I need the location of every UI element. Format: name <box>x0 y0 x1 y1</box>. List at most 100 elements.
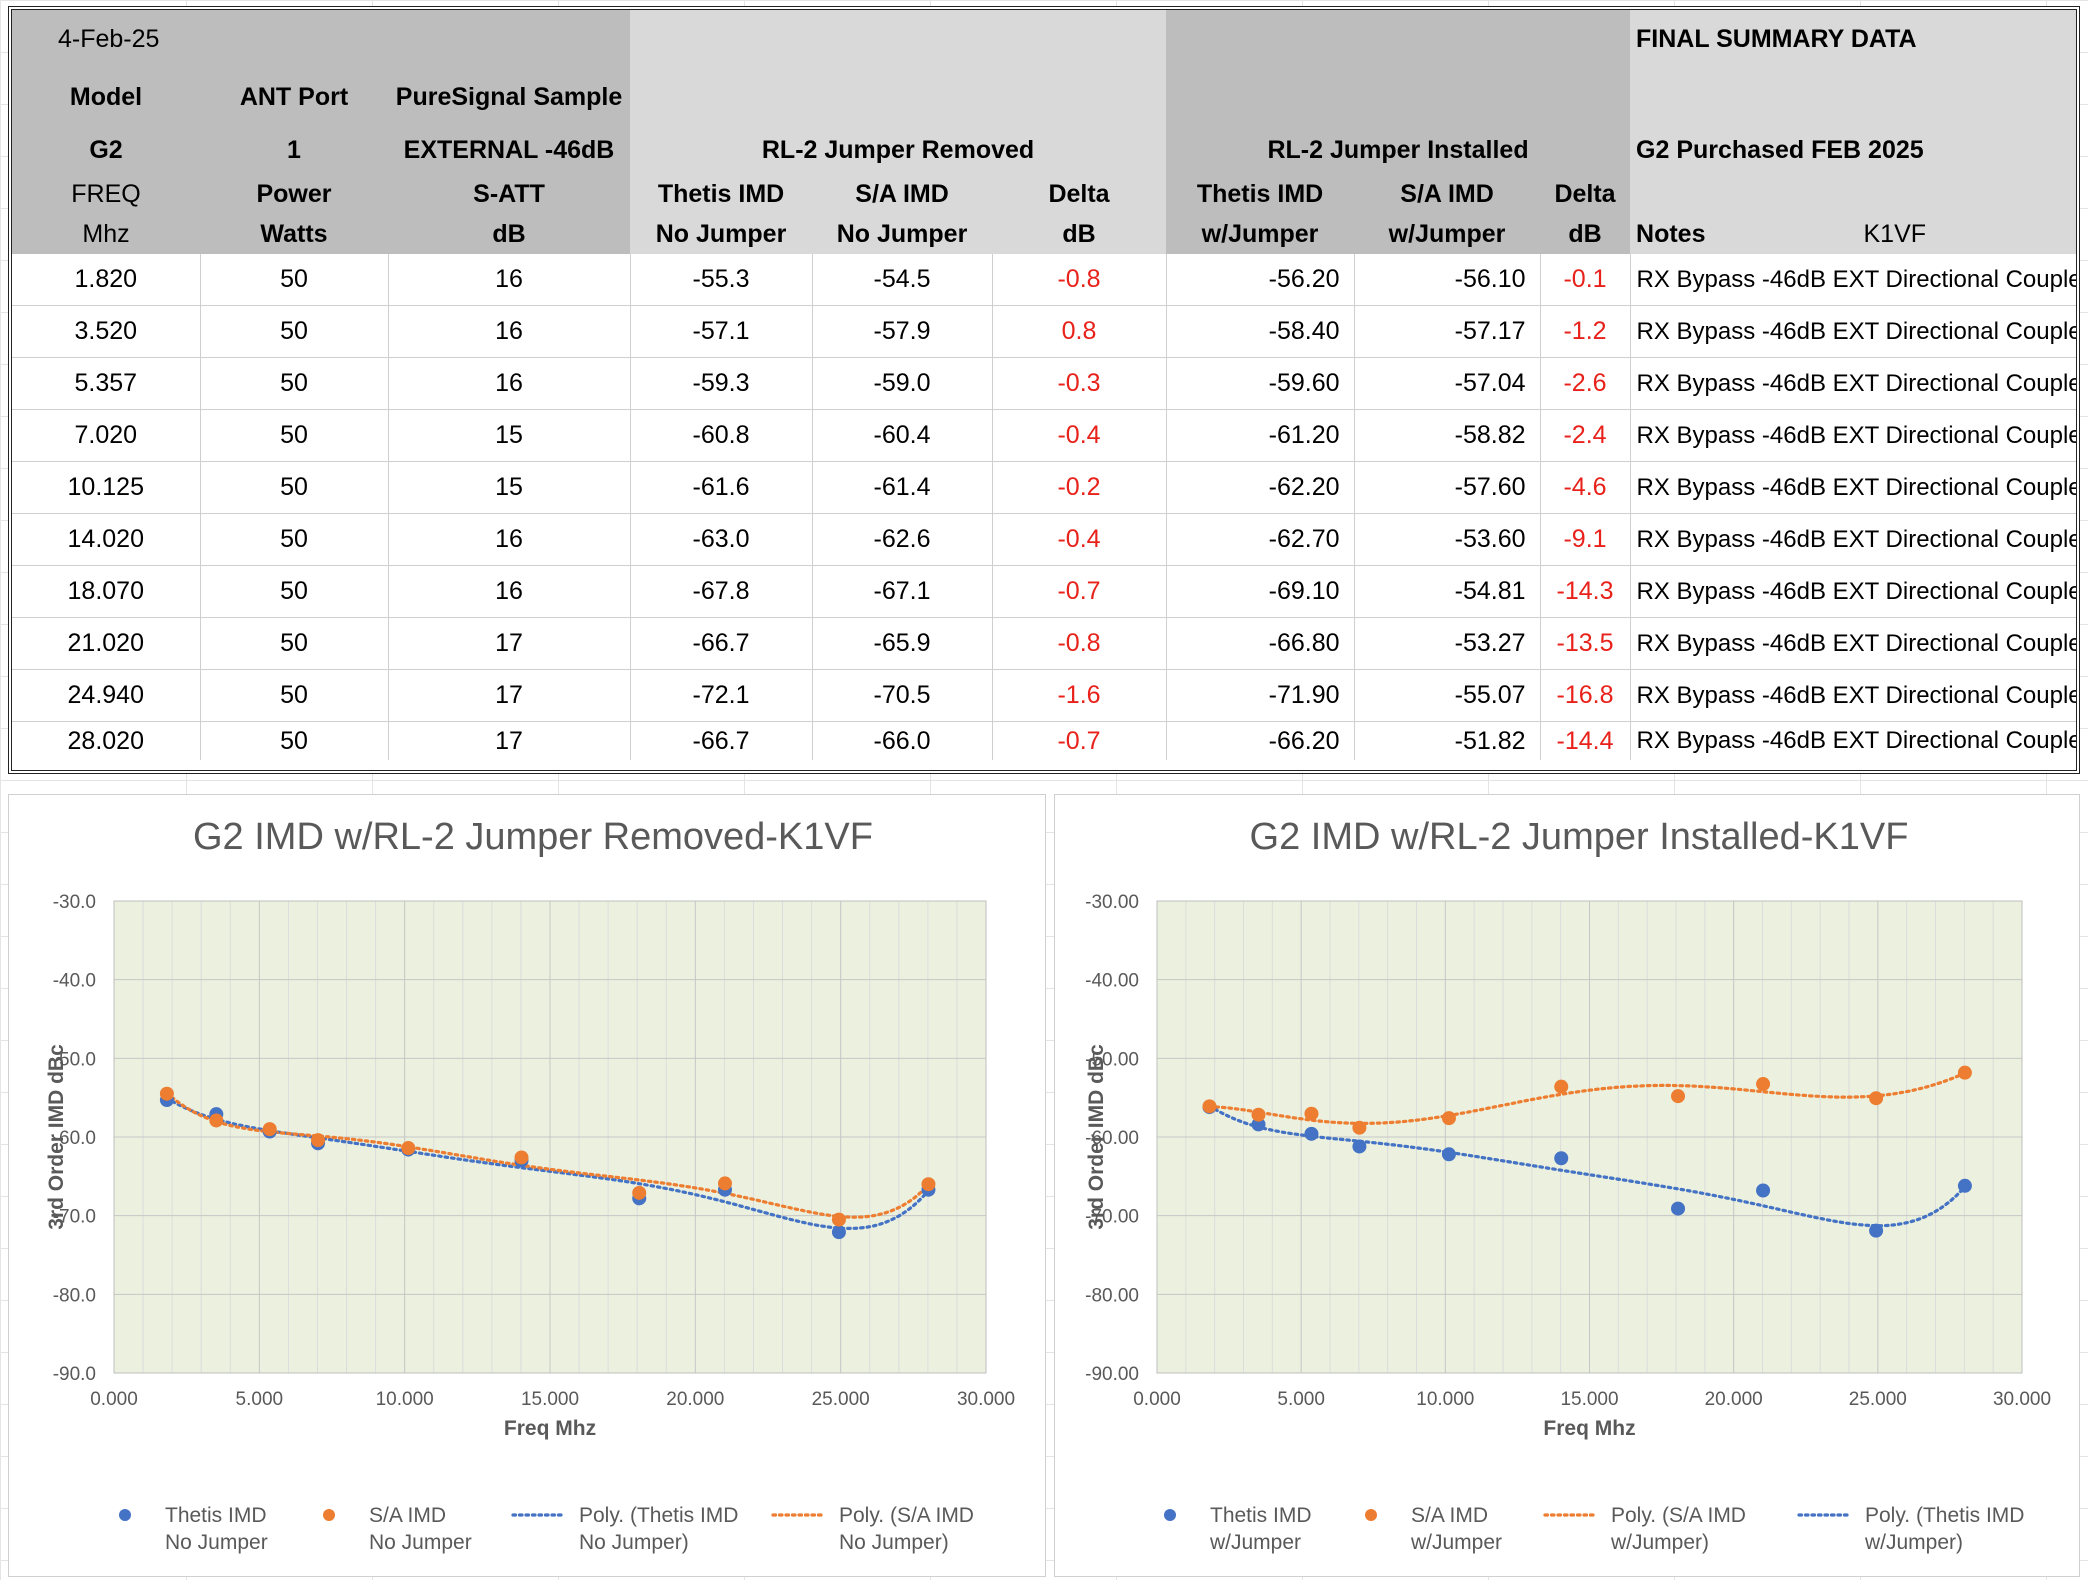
cell-power: 50 <box>200 617 389 670</box>
cell-delta-wj: -14.3 <box>1540 565 1631 618</box>
trendline <box>1207 1071 1967 1125</box>
cell-satt: 17 <box>388 617 631 670</box>
legend-label: Thetis IMD <box>1210 1504 1312 1527</box>
cell-freq: 28.020 <box>12 721 201 760</box>
cell-power: 50 <box>200 254 389 306</box>
cell-sa-wj: -58.82 <box>1354 409 1541 462</box>
legend-label: No Jumper) <box>839 1531 949 1554</box>
jumper-removed-group: RL-2 Jumper Removed <box>630 126 1167 174</box>
y-tick-label: -70.00 <box>1085 1207 1139 1228</box>
cell-freq: 24.940 <box>12 669 201 722</box>
col-sa-wj-top: S/A IMD <box>1354 174 1541 214</box>
x-tick-label: 10.000 <box>376 1389 434 1410</box>
cell-delta-nj: -0.4 <box>992 513 1167 566</box>
cell-notes: RX Bypass -46dB EXT Directional Coupler <box>1630 305 2076 358</box>
cell-power: 50 <box>200 721 389 760</box>
cell-delta-wj: -2.6 <box>1540 357 1631 410</box>
legend-label: w/Jumper) <box>1610 1531 1709 1554</box>
col-sa-nj-top: S/A IMD <box>812 174 993 214</box>
y-axis-label: 3rd Order IMD dBc <box>1085 1044 1108 1230</box>
data-point <box>831 1212 846 1227</box>
cell-sa-wj: -57.04 <box>1354 357 1541 410</box>
cell-thetis-wj: -56.20 <box>1166 254 1355 306</box>
legend-label: w/Jumper) <box>1864 1531 1963 1554</box>
cell-satt: 17 <box>388 721 631 760</box>
data-point <box>1441 1111 1456 1126</box>
cell-sa-nj: -70.5 <box>812 669 993 722</box>
cell-power: 50 <box>200 305 389 358</box>
cell-sa-nj: -62.6 <box>812 513 993 566</box>
cell-power: 50 <box>200 409 389 462</box>
col-thetis-wj-bottom: w/Jumper <box>1166 214 1355 254</box>
cell-sa-nj: -54.5 <box>812 254 993 306</box>
cell-sa-wj: -53.27 <box>1354 617 1541 670</box>
cell-thetis-nj: -66.7 <box>630 617 813 670</box>
cell-thetis-wj: -61.20 <box>1166 409 1355 462</box>
cell-sa-wj: -56.10 <box>1354 254 1541 306</box>
chart-title: G2 IMD w/RL-2 Jumper Installed-K1VF <box>1250 816 1909 858</box>
cell-delta-wj: -2.4 <box>1540 409 1631 462</box>
data-point <box>1756 1183 1771 1198</box>
cell-sa-nj: -59.0 <box>812 357 993 410</box>
legend-label: No Jumper <box>165 1531 268 1554</box>
cell-delta-nj: -0.4 <box>992 409 1167 462</box>
col-freq-top: FREQ <box>12 174 200 214</box>
data-point <box>1352 1139 1367 1154</box>
cell-satt: 16 <box>388 513 631 566</box>
cell-thetis-nj: -59.3 <box>630 357 813 410</box>
cell-notes: RX Bypass -46dB EXT Directional Coupler <box>1630 513 2076 566</box>
y-tick-label: -40.00 <box>1085 971 1139 992</box>
data-point <box>1756 1077 1771 1092</box>
table-row: 10.125 50 15 -61.6 -61.4 -0.2 -62.20 -57.60 -4.6… <box>12 461 2076 514</box>
data-point <box>1304 1106 1319 1121</box>
cell-power: 50 <box>200 669 389 722</box>
cell-sa-wj: -57.17 <box>1354 305 1541 358</box>
cell-satt: 16 <box>388 254 631 306</box>
x-tick-label: 10.000 <box>1416 1389 1474 1410</box>
cell-notes: RX Bypass -46dB EXT Directional Coupler <box>1630 409 2076 462</box>
y-axis-label: 3rd Order IMD dBc <box>45 1044 68 1230</box>
cell-delta-nj: 0.8 <box>992 305 1167 358</box>
legend-label: Poly. (Thetis IMD <box>579 1504 738 1527</box>
col-thetis-wj-top: Thetis IMD <box>1166 174 1355 214</box>
cell-freq: 1.820 <box>12 254 201 306</box>
data-point <box>262 1122 277 1137</box>
cell-sa-nj: -65.9 <box>812 617 993 670</box>
cell-notes: RX Bypass -46dB EXT Directional Coupler <box>1630 565 2076 618</box>
table-row: 14.020 50 16 -63.0 -62.6 -0.4 -62.70 -53.60 -9.1… <box>12 513 2076 566</box>
cell-freq: 14.020 <box>12 513 201 566</box>
cell-thetis-wj: -62.20 <box>1166 461 1355 514</box>
legend-marker <box>119 1509 131 1521</box>
col-delta-nj-top: Delta <box>992 174 1167 214</box>
col-delta-wj-bottom: dB <box>1540 214 1631 254</box>
legend-label: S/A IMD <box>369 1504 446 1527</box>
x-tick-label: 5.000 <box>236 1389 284 1410</box>
cell-notes: RX Bypass -46dB EXT Directional Coupler <box>1630 254 2076 306</box>
col-satt-top: S-ATT <box>388 174 631 214</box>
x-tick-label: 20.000 <box>1705 1389 1763 1410</box>
legend-label: No Jumper <box>369 1531 472 1554</box>
col-power-top: Power <box>200 174 388 214</box>
data-point <box>1304 1126 1319 1141</box>
cell-satt: 16 <box>388 357 631 410</box>
legend-marker <box>1365 1509 1377 1521</box>
cell-freq: 18.070 <box>12 565 201 618</box>
data-point <box>1869 1223 1884 1238</box>
y-tick-label: -90.00 <box>1085 1364 1139 1385</box>
data-point <box>1957 1178 1972 1193</box>
cell-delta-nj: -0.2 <box>992 461 1167 514</box>
y-tick-label: -90.0 <box>53 1364 96 1385</box>
legend-label: w/Jumper <box>1410 1531 1502 1554</box>
x-tick-label: 30.000 <box>1993 1389 2051 1410</box>
col-notes: Notes <box>1636 219 1706 248</box>
data-point <box>717 1176 732 1191</box>
cell-notes: RX Bypass -46dB EXT Directional Coupler <box>1630 617 2076 670</box>
cell-delta-wj: -4.6 <box>1540 461 1631 514</box>
y-tick-label: -60.00 <box>1085 1128 1139 1149</box>
table-row: 18.070 50 16 -67.8 -67.1 -0.7 -69.10 -54.81 -14.… <box>12 565 2076 618</box>
data-point <box>209 1113 224 1128</box>
cell-delta-nj: -1.6 <box>992 669 1167 722</box>
data-point <box>1251 1117 1266 1132</box>
data-point <box>1441 1147 1456 1162</box>
cell-delta-nj: -0.7 <box>992 565 1167 618</box>
